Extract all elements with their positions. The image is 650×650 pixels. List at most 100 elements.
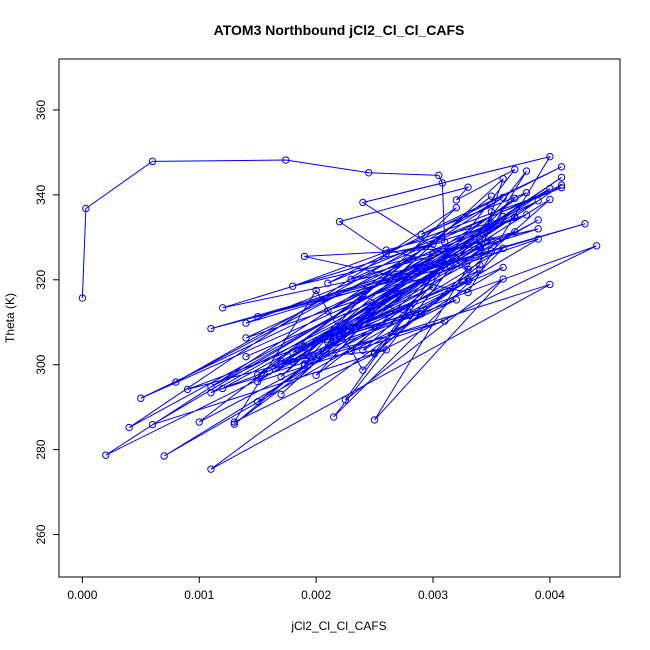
data-point <box>534 216 542 224</box>
data-point <box>277 357 285 366</box>
plot-frame <box>58 58 621 578</box>
data-point <box>546 280 554 289</box>
y-tick-label: 320 <box>34 269 48 289</box>
data-point <box>452 203 461 212</box>
data-point <box>300 342 309 350</box>
data-point <box>499 193 507 202</box>
data-point <box>78 294 87 302</box>
data-point <box>289 358 297 366</box>
data-point <box>592 242 601 250</box>
y-tick-label: 280 <box>34 439 48 459</box>
data-point <box>335 332 344 341</box>
data-point <box>452 255 461 263</box>
data-point <box>440 238 449 246</box>
data-point <box>394 290 402 298</box>
data-point <box>341 396 350 404</box>
data-point <box>370 416 379 424</box>
data-point <box>511 165 519 174</box>
data-point <box>487 219 496 227</box>
series-line <box>81 155 597 470</box>
data-point <box>282 156 290 164</box>
data-point <box>440 317 449 325</box>
data-point <box>347 347 355 355</box>
y-axis-label: Theta (K) <box>3 293 17 343</box>
data-point <box>429 250 437 259</box>
y-tick-label: 340 <box>34 185 48 205</box>
y-axis: 260 280 300 320 340 360 <box>34 100 59 545</box>
data-point <box>534 225 542 233</box>
data-point <box>277 360 285 368</box>
data-point <box>242 352 250 361</box>
data-point <box>183 385 192 394</box>
data-point <box>429 240 437 248</box>
data-point <box>499 275 507 283</box>
data-point <box>125 423 133 432</box>
data-point <box>347 275 355 284</box>
y-tick-label: 300 <box>34 354 48 374</box>
data-point <box>312 337 320 345</box>
x-tick-label: 0.000 <box>67 588 97 602</box>
data-point <box>207 324 215 333</box>
data-point <box>557 183 566 192</box>
data-point <box>487 236 496 245</box>
data-point <box>195 418 203 426</box>
data-point <box>160 452 168 460</box>
data-point <box>370 349 379 358</box>
data-point <box>242 319 250 327</box>
data-point <box>417 307 426 315</box>
data-point <box>499 263 507 272</box>
data-point <box>476 261 484 269</box>
data-point <box>476 234 484 243</box>
data-point <box>405 311 414 320</box>
data-point <box>557 173 566 182</box>
data-point <box>417 310 426 318</box>
data-point <box>382 249 390 258</box>
data-point <box>324 338 332 346</box>
data-point <box>359 198 367 207</box>
data-point <box>359 366 367 374</box>
data-point <box>382 295 390 304</box>
data-point <box>218 304 227 312</box>
data-point <box>289 348 297 357</box>
x-axis: 0.000 0.001 0.002 0.003 0.004 <box>67 577 565 602</box>
data-point <box>312 371 320 380</box>
y-tick-label: 260 <box>34 524 48 544</box>
data-point <box>429 270 437 278</box>
data-point <box>464 276 472 284</box>
data-point <box>359 292 367 300</box>
data-point <box>522 189 531 197</box>
data-point <box>253 377 262 386</box>
data-point <box>277 372 285 381</box>
data-point <box>557 163 566 171</box>
data-point <box>382 246 390 254</box>
data-point <box>253 397 262 406</box>
data-point <box>511 213 519 221</box>
data-point <box>253 313 262 321</box>
data-point <box>137 394 145 402</box>
data-point <box>218 384 227 393</box>
data-point <box>487 208 496 216</box>
data-point <box>476 243 484 252</box>
data-point <box>581 220 589 228</box>
data-point <box>382 346 390 354</box>
data-point <box>277 390 285 399</box>
data-point <box>230 418 239 426</box>
data-point <box>534 235 542 243</box>
data-point <box>329 413 338 421</box>
data-point <box>440 260 449 269</box>
data-point <box>148 157 157 166</box>
data-point <box>242 334 250 342</box>
data-point <box>487 192 496 200</box>
y-tick-label: 360 <box>34 100 48 120</box>
data-point <box>487 247 496 255</box>
data-point <box>324 279 332 287</box>
data-point <box>546 152 554 161</box>
data-point <box>452 296 461 304</box>
data-point <box>335 217 344 226</box>
x-tick-label: 0.002 <box>301 588 331 602</box>
data-point <box>405 302 414 311</box>
data-point <box>324 335 332 344</box>
data-point <box>312 286 320 295</box>
data-point <box>289 282 297 290</box>
